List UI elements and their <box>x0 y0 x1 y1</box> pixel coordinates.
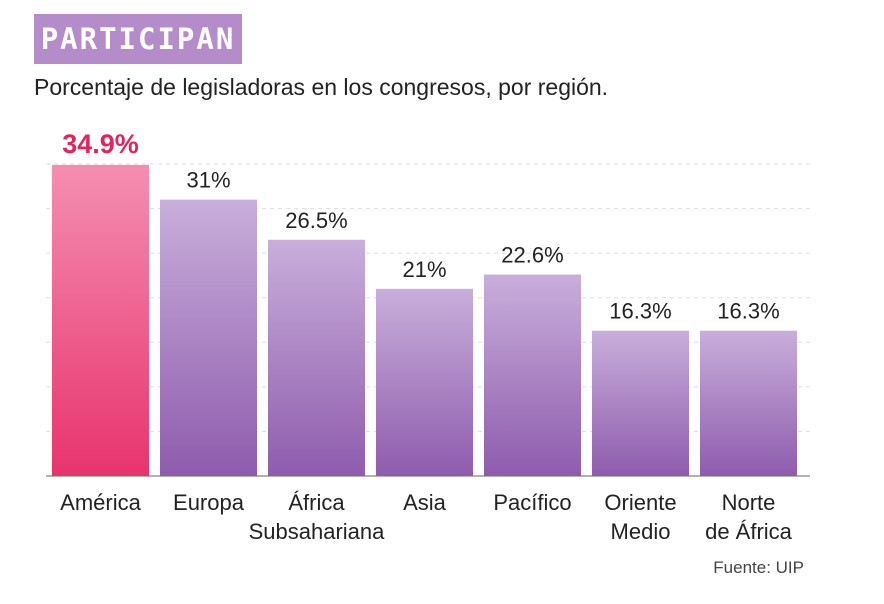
bar <box>160 199 257 476</box>
bar <box>268 239 365 476</box>
category-label: Oriente <box>604 490 676 515</box>
value-label: 31% <box>186 168 230 193</box>
value-label: 22.6% <box>501 243 563 268</box>
category-label: Subsahariana <box>249 519 386 544</box>
category-label: Pacífico <box>493 490 571 515</box>
chart-subtitle: Porcentaje de legisladoras en los congre… <box>34 74 609 100</box>
chart-source: Fuente: UIP <box>713 558 804 577</box>
value-label: 16.3% <box>609 299 671 324</box>
value-label: 34.9% <box>62 129 139 159</box>
category-label: de África <box>705 519 793 544</box>
category-label: Asia <box>403 490 447 515</box>
value-labels: 34.9% 31% 26.5% 21% 22.6% 16.3% 16.3% <box>62 129 779 324</box>
bar <box>376 288 473 476</box>
bar <box>52 164 149 477</box>
header-tag: PARTICIPAN <box>34 14 242 64</box>
bars <box>52 164 797 477</box>
category-label: Europa <box>173 490 245 515</box>
bar <box>592 330 689 476</box>
bar <box>484 274 581 476</box>
category-label: Medio <box>611 519 671 544</box>
category-label: Norte <box>722 490 776 515</box>
category-labels: América Europa África Subsahariana Asia Pacíf… <box>60 490 793 544</box>
category-label: África <box>288 490 345 515</box>
value-label: 26.5% <box>285 208 347 233</box>
bar <box>700 330 797 476</box>
category-label: América <box>60 490 141 515</box>
value-label: 21% <box>402 257 446 282</box>
value-label: 16.3% <box>717 299 779 324</box>
